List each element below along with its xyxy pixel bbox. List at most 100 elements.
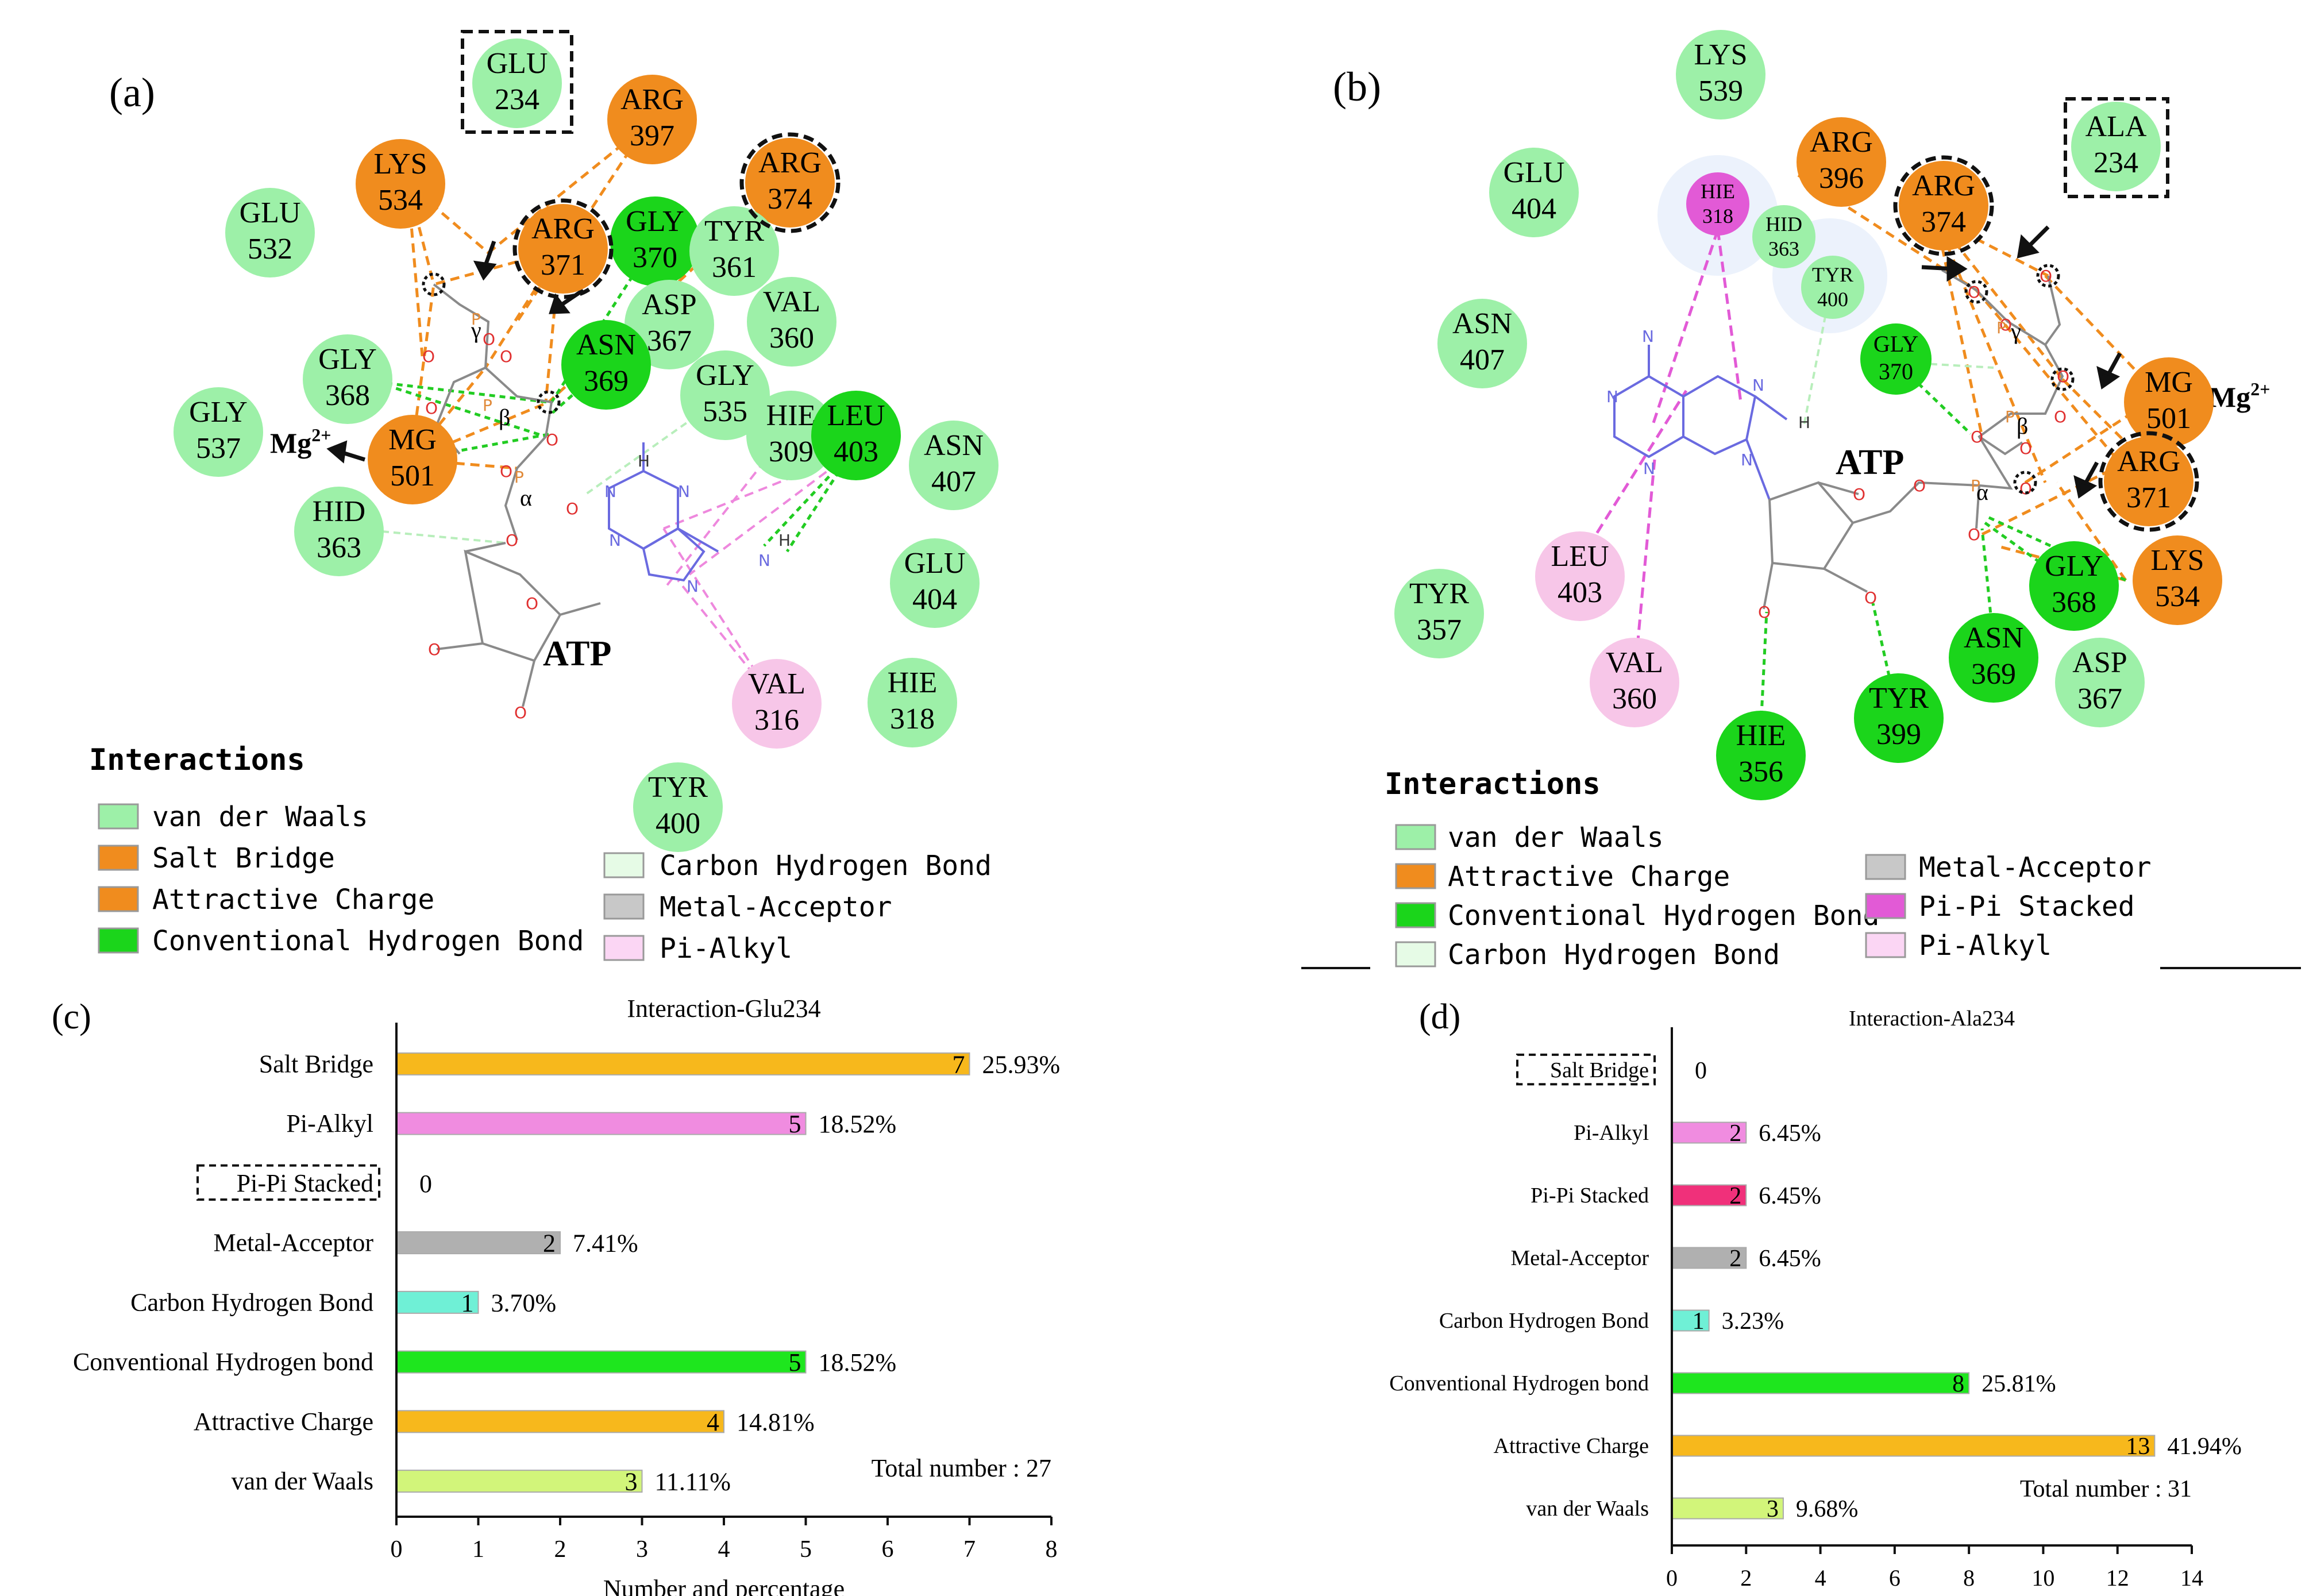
panel-b-legend-item: Attractive Charge [1448,861,1730,893]
svg-text:GLU: GLU [904,547,966,580]
svg-text:534: 534 [2155,580,2200,613]
panel-b-legend-title: Interactions [1385,767,1601,801]
svg-text:318: 318 [1702,205,1733,228]
chart-bar [396,1112,807,1135]
chart-x-tick-label: 1 [472,1536,484,1563]
chart-category-label: Pi-Alkyl [1574,1121,1649,1145]
svg-text:407: 407 [931,465,976,498]
panel-a-atom-o1: O [483,330,495,349]
panel-a-legend-item: Attractive Charge [152,884,434,916]
panel-b-atp-label: ATP [1836,443,1904,482]
chart-bar [1671,1309,1710,1332]
panel-a-gamma: γ [471,317,481,343]
panel-a-atom-p2: P [483,396,492,415]
chart-bar [396,1470,643,1493]
svg-text:ARG: ARG [1912,169,1975,202]
panel-a-legend-item: Carbon Hydrogen Bond [660,850,992,882]
svg-text:360: 360 [769,322,814,354]
panel-b-ala234-box [2064,97,2169,198]
panel-a-legend-item: Conventional Hydrogen Bond [152,925,584,957]
panel-b-interaction-diagram: (b) [1301,30,2301,971]
svg-text:ASN: ASN [1964,622,2023,654]
chart-x-tick-label: 5 [800,1536,812,1563]
chart-bar [396,1410,724,1433]
chart-bar [396,1052,970,1075]
chart-bar [1671,1121,1747,1144]
svg-text:ARG: ARG [620,83,684,116]
panel-b-residue: ASP 367 [2055,638,2145,727]
svg-text:HIE: HIE [1736,719,1786,752]
panel-b-residue: TYR 357 [1394,569,1484,658]
chart-value-label: 1 [1693,1308,1705,1335]
chart-category-highlight-box [196,1164,380,1201]
panel-b-residue: LYS 539 [1676,30,1765,119]
panel-a-mg-label: Mg2+ [270,425,331,459]
svg-text:GLY: GLY [1873,331,1918,357]
panel-a-atom-h1: H [638,452,650,471]
chart-x-tick-label: 6 [882,1536,894,1563]
panel-d-bar-chart: (d) Interaction-Ala234 Salt Bridge 0 Pi-Alky… [1389,997,2242,1591]
chart-title: Interaction-Ala234 [1849,1007,2015,1031]
panel-b-atom-o7: O [1971,427,1983,446]
panel-b-atom-p3: P [1996,318,2006,337]
chart-panel-label: (d) [1419,997,1460,1036]
chart-bar [1671,1372,1970,1394]
panel-b-legend: Interactions van der Waals Attractive Ch… [1385,767,2152,971]
svg-text:368: 368 [2052,586,2096,619]
panel-a-atom-o11: O [514,703,527,722]
svg-text:534: 534 [378,184,423,217]
panel-a-residue: ARG 374 [745,138,835,228]
svg-text:LYS: LYS [2150,544,2204,577]
panel-b-residue: ASN 407 [1437,299,1527,388]
chart-category-label: van der Waals [232,1467,373,1495]
chart-value-label: 7 [953,1050,965,1078]
panel-a-arrows [326,240,584,464]
chart-x-tick-label: 6 [1889,1565,1900,1591]
svg-text:532: 532 [248,233,292,265]
svg-text:367: 367 [647,325,692,357]
svg-text:501: 501 [2146,402,2191,435]
svg-text:369: 369 [1971,658,2016,691]
chart-percent-label: 6.45% [1759,1246,1821,1272]
panel-a-residue: MG 501 [368,415,457,504]
panel-b-atom-n1: N [1642,327,1654,346]
panel-b-atom-n2: N [1606,387,1618,406]
panel-a-alpha: α [520,485,532,511]
panel-a-residue: GLU 532 [225,188,315,277]
svg-text:400: 400 [656,807,700,840]
svg-text:HIE: HIE [766,399,816,432]
svg-text:369: 369 [584,365,629,398]
panel-a-atom-n3: N [609,531,621,550]
svg-text:399: 399 [1876,718,1921,751]
chart-percent-label: 7.41% [573,1229,638,1258]
chart-bar [1671,1184,1747,1206]
chart-category-label: Carbon Hydrogen Bond [130,1288,373,1316]
svg-text:VAL: VAL [763,286,820,318]
panel-a-atom-n4: N [687,577,699,596]
svg-text:GLU: GLU [487,47,548,80]
svg-text:GLU: GLU [240,196,301,229]
chart-x-tick-label: 0 [391,1536,403,1563]
panel-a-legend-item: Salt Bridge [152,842,335,874]
svg-text:GLY: GLY [2045,550,2103,583]
chart-category-label: Conventional Hydrogen bond [1389,1371,1649,1395]
panel-a-residue: ASN 369 [561,320,651,410]
panel-b-atom-o6: O [2019,479,2032,498]
panel-a-atom-o6: O [566,499,579,518]
panel-a-atom-o2: O [422,347,435,366]
panel-b-atom-n5: N [1741,450,1753,469]
